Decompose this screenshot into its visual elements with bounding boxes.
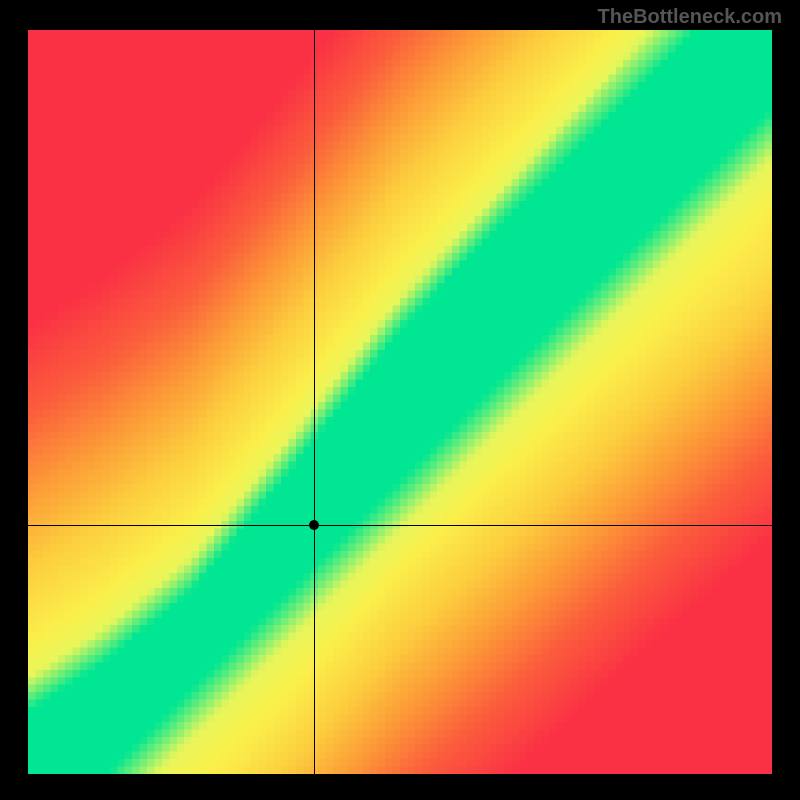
plot-area xyxy=(28,30,772,774)
crosshair-vertical xyxy=(314,30,315,774)
marker-dot xyxy=(309,520,319,530)
chart-container: TheBottleneck.com xyxy=(0,0,800,800)
heatmap-canvas xyxy=(28,30,772,774)
watermark-text: TheBottleneck.com xyxy=(598,6,782,29)
crosshair-horizontal xyxy=(28,525,772,526)
